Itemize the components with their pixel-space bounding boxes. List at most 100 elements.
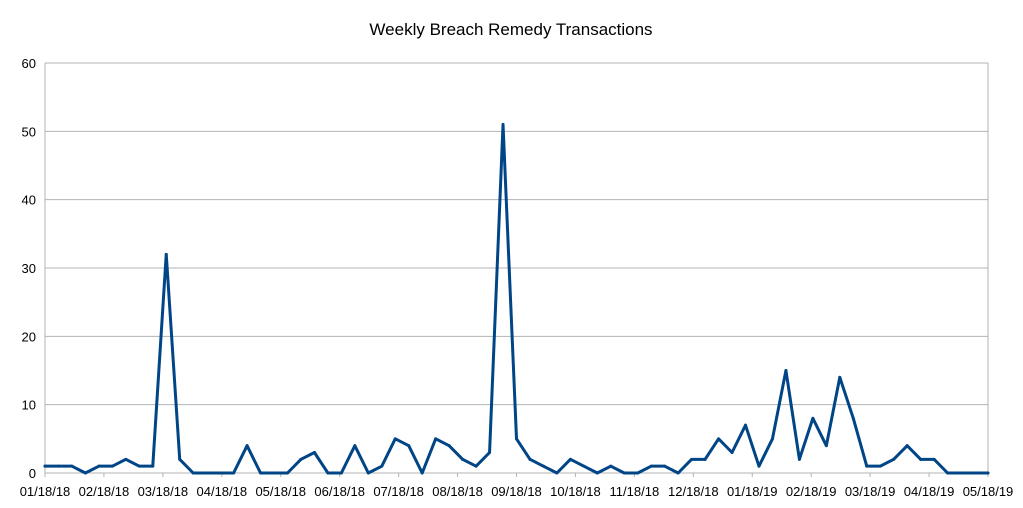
data-point xyxy=(434,437,438,441)
x-tick-label: 04/18/18 xyxy=(197,484,248,499)
data-point xyxy=(488,451,492,454)
data-point xyxy=(83,471,87,475)
data-point xyxy=(124,457,128,461)
data-point xyxy=(474,464,478,468)
x-tick-label: 02/18/19 xyxy=(786,484,837,499)
series-line xyxy=(43,123,990,475)
data-point xyxy=(824,444,828,448)
y-axis-tick-labels: 0 10 20 30 40 50 60 xyxy=(22,56,36,481)
data-point xyxy=(770,437,774,441)
data-point xyxy=(205,471,209,475)
x-tick-label: 07/18/18 xyxy=(373,484,424,499)
data-point xyxy=(582,464,586,468)
gridlines xyxy=(45,62,988,474)
data-point xyxy=(905,444,909,448)
data-point xyxy=(366,471,370,475)
data-point xyxy=(595,471,599,475)
data-point xyxy=(97,464,101,468)
x-tick-label: 02/18/18 xyxy=(79,484,130,499)
data-point xyxy=(151,464,155,468)
y-tick-label: 30 xyxy=(22,261,36,276)
data-point xyxy=(178,457,182,461)
data-point xyxy=(393,437,397,441)
data-point xyxy=(797,457,801,461)
data-point xyxy=(959,471,963,475)
data-point xyxy=(622,471,626,475)
x-tick-label: 10/18/18 xyxy=(550,484,601,499)
data-point xyxy=(56,464,60,468)
data-point xyxy=(353,444,357,448)
data-point xyxy=(380,464,384,468)
y-tick-label: 60 xyxy=(22,56,36,71)
data-point xyxy=(501,123,505,126)
data-point xyxy=(568,457,572,461)
data-point xyxy=(851,416,855,420)
data-point xyxy=(70,464,74,468)
y-tick-label: 0 xyxy=(29,466,36,481)
x-tick-label: 11/18/18 xyxy=(610,484,660,499)
data-point xyxy=(447,444,451,448)
data-point xyxy=(986,471,990,475)
y-tick-label: 40 xyxy=(22,193,36,208)
x-tick-label: 04/18/19 xyxy=(904,484,955,499)
data-point xyxy=(515,437,518,441)
data-point xyxy=(744,423,748,427)
data-point xyxy=(218,471,222,475)
data-point xyxy=(285,471,289,475)
data-point xyxy=(703,457,707,461)
data-point xyxy=(339,471,343,475)
data-point xyxy=(757,464,761,468)
x-tick-label: 05/18/19 xyxy=(963,484,1014,499)
x-tick-label: 03/18/18 xyxy=(138,484,189,499)
data-point xyxy=(407,444,411,448)
x-tick-label: 03/18/19 xyxy=(845,484,896,499)
data-point xyxy=(232,471,236,475)
x-tick-label: 05/18/18 xyxy=(255,484,306,499)
data-point xyxy=(973,471,977,475)
data-point xyxy=(312,451,316,454)
series-layer xyxy=(43,123,990,475)
data-point xyxy=(946,471,950,475)
x-tick-label: 01/18/19 xyxy=(727,484,778,499)
data-point xyxy=(272,471,276,475)
chart-title: Weekly Breach Remedy Transactions xyxy=(369,20,652,39)
data-point xyxy=(932,457,936,461)
data-point xyxy=(299,457,303,461)
data-point xyxy=(784,369,788,372)
data-point xyxy=(245,444,249,448)
data-point xyxy=(663,464,667,468)
x-tick-label: 06/18/18 xyxy=(314,484,365,499)
data-point xyxy=(110,464,114,468)
axes xyxy=(44,63,989,477)
data-point xyxy=(528,457,532,461)
data-point xyxy=(919,457,923,461)
x-tick-label: 08/18/18 xyxy=(432,484,483,499)
data-point xyxy=(43,464,47,468)
data-point xyxy=(865,464,869,468)
data-point xyxy=(892,457,896,461)
data-point xyxy=(609,464,613,468)
x-tick-label: 12/18/18 xyxy=(668,484,719,499)
data-point xyxy=(191,471,195,475)
data-point xyxy=(676,471,680,475)
x-tick-label: 01/18/18 xyxy=(20,484,71,499)
data-point xyxy=(461,457,465,461)
data-point xyxy=(717,437,721,441)
data-point xyxy=(326,471,330,475)
data-point xyxy=(259,471,263,475)
data-point xyxy=(878,464,882,468)
data-point xyxy=(420,471,424,475)
data-point xyxy=(838,375,842,379)
data-point xyxy=(541,464,545,468)
y-tick-label: 10 xyxy=(22,398,36,413)
data-point xyxy=(690,457,694,461)
data-point xyxy=(649,464,653,468)
data-point xyxy=(811,416,815,420)
x-axis-tick-labels: 01/18/18 02/18/18 03/18/18 04/18/18 05/18/18… xyxy=(20,484,1014,499)
data-point xyxy=(137,464,141,468)
data-point xyxy=(730,451,734,454)
x-tick-label: 09/18/18 xyxy=(491,484,542,499)
y-tick-label: 50 xyxy=(22,124,36,139)
y-tick-label: 20 xyxy=(22,329,36,344)
